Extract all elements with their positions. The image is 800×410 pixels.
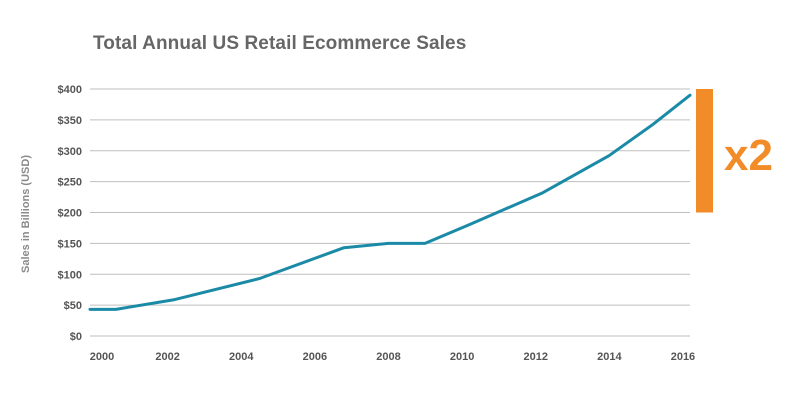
y-tick-label: $200 [58, 208, 82, 220]
x-tick-label: 2014 [597, 351, 622, 363]
x-tick-label: 2006 [303, 351, 327, 363]
doubling-label: x2 [724, 131, 773, 180]
x-tick-label: 2016 [671, 351, 695, 363]
x-tick-label: 2010 [450, 351, 474, 363]
x-tick-label: 2012 [523, 351, 547, 363]
y-tick-label: $50 [64, 300, 82, 312]
y-tick-label: $350 [58, 115, 82, 127]
x-tick-label: 2000 [90, 351, 114, 363]
x-tick-label: 2008 [376, 351, 400, 363]
series-line-0 [88, 93, 692, 311]
y-tick-label: $400 [58, 84, 82, 96]
series-lines [88, 93, 692, 311]
y-axis-title: Sales in Billions (USD) [20, 155, 32, 273]
y-tick-label: $300 [58, 146, 82, 158]
doubling-annotation: x2 [696, 89, 773, 213]
chart-title: Total Annual US Retail Ecommerce Sales [93, 33, 467, 54]
y-tick-label: $250 [58, 177, 82, 189]
x-tick-label: 2002 [155, 351, 179, 363]
doubling-bar [696, 89, 713, 213]
y-axis-ticks: $0 $50 $100 $150 $200 $250 $300 $350 $400 [58, 84, 82, 343]
x-tick-label: 2004 [229, 351, 254, 363]
y-tick-label: $0 [70, 331, 82, 343]
y-tick-label: $150 [58, 238, 82, 250]
x-axis-ticks: 2000 2002 2004 2006 2008 2010 2012 2014 2016 [90, 351, 695, 363]
y-tick-label: $100 [58, 269, 82, 281]
